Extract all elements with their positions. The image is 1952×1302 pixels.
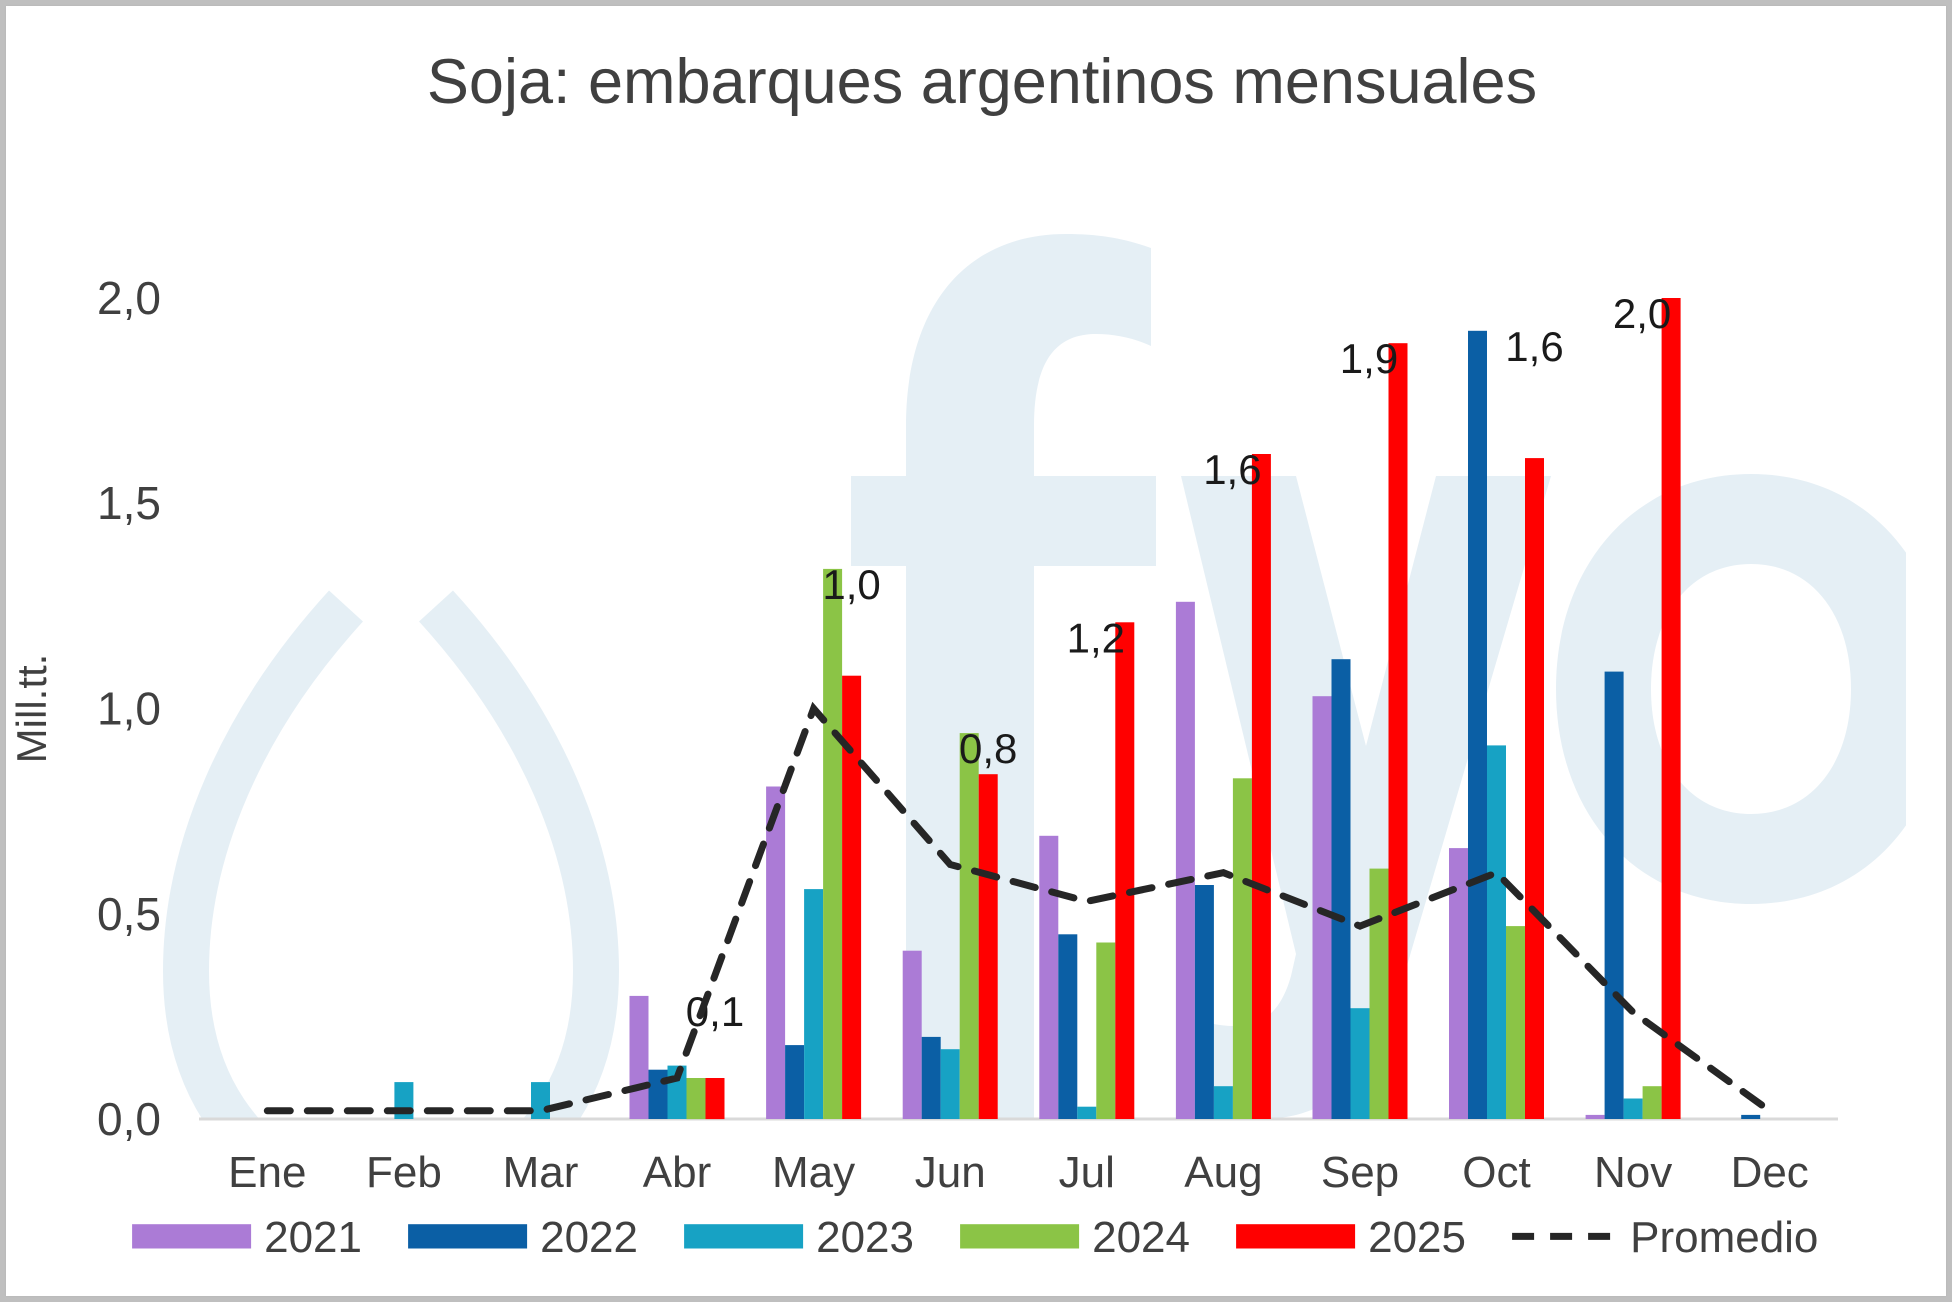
svg-text:2024: 2024 xyxy=(1092,1213,1190,1262)
svg-text:2021: 2021 xyxy=(264,1213,362,1262)
svg-text:1,2: 1,2 xyxy=(1067,614,1125,661)
svg-text:1,9: 1,9 xyxy=(1340,335,1398,382)
svg-text:Jul: Jul xyxy=(1059,1148,1115,1197)
svg-text:Abr: Abr xyxy=(643,1148,711,1197)
svg-text:2,0: 2,0 xyxy=(1613,290,1671,337)
svg-text:May: May xyxy=(772,1148,855,1197)
svg-text:Sep: Sep xyxy=(1321,1148,1399,1197)
svg-text:Oct: Oct xyxy=(1462,1148,1530,1197)
svg-text:Ene: Ene xyxy=(228,1148,306,1197)
svg-text:Aug: Aug xyxy=(1184,1148,1262,1197)
svg-text:0,5: 0,5 xyxy=(97,888,161,940)
svg-text:0,1: 0,1 xyxy=(686,988,744,1035)
svg-text:Mar: Mar xyxy=(503,1148,579,1197)
svg-text:2023: 2023 xyxy=(816,1213,914,1262)
svg-text:1,5: 1,5 xyxy=(97,477,161,529)
svg-text:2025: 2025 xyxy=(1368,1213,1466,1262)
svg-text:1,6: 1,6 xyxy=(1203,446,1261,493)
svg-text:Mill.tt.: Mill.tt. xyxy=(8,654,55,764)
svg-text:Nov: Nov xyxy=(1594,1148,1672,1197)
svg-text:2022: 2022 xyxy=(540,1213,638,1262)
svg-text:0,8: 0,8 xyxy=(959,725,1017,772)
svg-text:Feb: Feb xyxy=(366,1148,442,1197)
svg-text:2,0: 2,0 xyxy=(97,272,161,324)
svg-text:Jun: Jun xyxy=(915,1148,986,1197)
svg-text:1,6: 1,6 xyxy=(1505,323,1563,370)
svg-text:1,0: 1,0 xyxy=(97,683,161,735)
svg-text:Dec: Dec xyxy=(1731,1148,1809,1197)
svg-text:Promedio: Promedio xyxy=(1630,1213,1818,1262)
svg-text:1,0: 1,0 xyxy=(822,561,880,608)
svg-text:0,0: 0,0 xyxy=(97,1093,161,1145)
